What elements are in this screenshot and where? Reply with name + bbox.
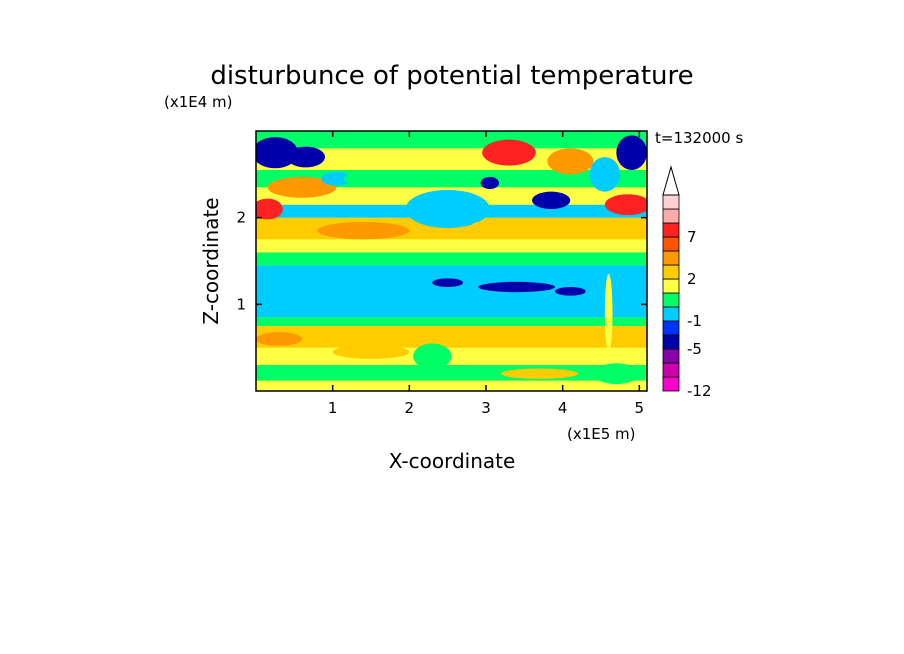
colorbar: 7 2 -1 -5 -12 xyxy=(662,165,712,400)
contour-blob-0 xyxy=(256,137,299,169)
colorbar-segment-12 xyxy=(662,208,680,224)
contour-blob-13 xyxy=(616,135,647,170)
contour-band-6 xyxy=(256,252,647,266)
x-tick-label-1: 1 xyxy=(328,399,338,417)
contour-band-1 xyxy=(256,365,647,381)
colorbar-segment-0 xyxy=(662,376,680,392)
y-tick-label-1: 1 xyxy=(236,295,246,313)
blob-layer xyxy=(256,135,647,385)
plot-frame xyxy=(255,130,648,392)
contour-blob-17 xyxy=(478,281,555,293)
colorbar-extend-arrow xyxy=(662,165,680,196)
x-tick-label-2: 2 xyxy=(405,399,415,417)
contour-blob-5 xyxy=(344,170,398,187)
contour-blob-22 xyxy=(332,345,410,359)
contour-blob-18 xyxy=(555,287,586,296)
colorbar-segment-3 xyxy=(662,334,680,350)
colorbar-segment-2 xyxy=(662,348,680,364)
colorbar-segment-1 xyxy=(662,362,680,378)
y-axis-label: Z-coordinate xyxy=(199,197,223,324)
contour-blob-16 xyxy=(470,219,532,234)
contour-band-13 xyxy=(256,131,647,149)
colorbar-segment-10 xyxy=(662,236,680,252)
colorbar-label-1: 2 xyxy=(687,270,697,288)
x-scale-label: (x1E5 m) xyxy=(567,425,636,443)
x-axis-label: X-coordinate xyxy=(389,449,516,473)
colorbar-label-0: 7 xyxy=(687,228,697,246)
colorbar-segment-9 xyxy=(662,250,680,266)
colorbar-segment-13 xyxy=(662,194,680,210)
band-layer xyxy=(256,131,647,391)
contour-band-5 xyxy=(256,265,647,318)
contour-blob-20 xyxy=(604,274,613,352)
colorbar-segment-11 xyxy=(662,222,680,238)
contour-band-4 xyxy=(256,317,647,326)
contour-blob-9 xyxy=(482,139,536,166)
chart-title: disturbunce of potential temperature xyxy=(210,61,693,91)
contour-blob-23 xyxy=(501,368,578,379)
colorbar-segment-6 xyxy=(662,292,680,308)
colorbar-segment-4 xyxy=(662,320,680,336)
colorbar-label-2: -1 xyxy=(687,312,702,330)
contour-blob-8 xyxy=(480,176,500,190)
contour-blob-4 xyxy=(321,171,352,186)
contour-blob-1 xyxy=(286,146,326,168)
contour-blob-12 xyxy=(604,194,647,216)
contour-blob-11 xyxy=(547,148,594,175)
contour-blob-19 xyxy=(432,278,463,287)
contour-blob-21 xyxy=(413,343,452,370)
colorbar-label-4: -12 xyxy=(687,382,712,400)
contour-blob-7 xyxy=(405,189,490,229)
contour-blob-25 xyxy=(256,332,302,346)
y-scale-label: (x1E4 m) xyxy=(164,93,233,111)
y-tick-label-2: 2 xyxy=(236,209,246,227)
plot-area xyxy=(256,131,647,391)
x-tick-label-3: 3 xyxy=(481,399,491,417)
contour-band-7 xyxy=(256,239,647,253)
colorbar-label-3: -5 xyxy=(687,340,702,358)
contour-blob-24 xyxy=(593,363,640,385)
x-tick-label-4: 4 xyxy=(558,399,568,417)
contour-blob-15 xyxy=(317,222,410,240)
x-axis: 1 2 3 4 5 xyxy=(328,131,644,417)
contour-blob-10 xyxy=(532,191,571,209)
colorbar-segment-7 xyxy=(662,278,680,294)
time-label: t=132000 s xyxy=(655,129,743,147)
colorbar-segment-5 xyxy=(662,306,680,322)
colorbar-segment-8 xyxy=(662,264,680,280)
contour-band-0 xyxy=(256,380,647,391)
y-axis: 12 xyxy=(236,209,647,313)
contour-blob-2 xyxy=(256,198,283,220)
contour-blob-3 xyxy=(267,176,337,198)
contour-blob-14 xyxy=(589,157,621,192)
contour-band-3 xyxy=(256,326,647,348)
x-tick-label-5: 5 xyxy=(635,399,645,417)
